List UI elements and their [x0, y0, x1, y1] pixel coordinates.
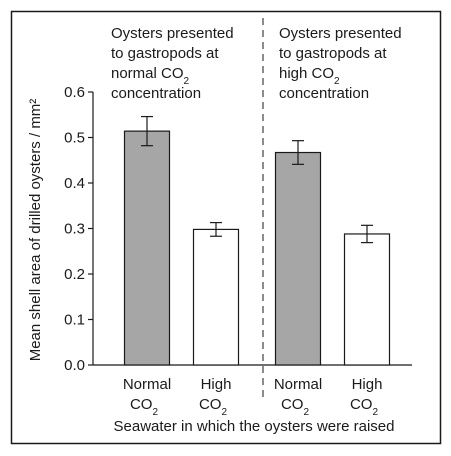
panel-title-line: Oysters presented [279, 25, 402, 42]
panel-title-line: to gastropods at [279, 45, 387, 62]
y-tick-label: 0.4 [64, 175, 85, 192]
y-tick-label: 0.3 [64, 221, 85, 238]
bar [123, 130, 171, 366]
panel-titles: Oysters presented to gastropods at normal … [111, 25, 402, 102]
y-axis-label: Mean shell area of drilled oysters / mm² [27, 99, 44, 362]
x-tick-label-sub: CO2 [281, 396, 310, 418]
y-tick-label: 0.5 [64, 130, 85, 147]
y-tick-label: 0.2 [64, 266, 85, 283]
panel-title-line: high CO2 [279, 65, 340, 87]
panel-title-line: to gastropods at [111, 45, 219, 62]
bar [343, 233, 391, 366]
x-tick-label-sub: CO2 [130, 396, 159, 418]
x-tick-label: Normal [274, 376, 322, 393]
panel-title-line: Oysters presented [111, 25, 234, 42]
panel-title-line: normal CO2 [111, 65, 190, 87]
x-tick-labels: Normal CO2 High CO2 Normal CO2 High CO2 [123, 376, 383, 418]
y-tick-label: 0.0 [64, 357, 85, 374]
bars [123, 115, 391, 366]
y-tick-label: 0.1 [64, 312, 85, 329]
figure-border [10, 10, 442, 445]
x-axis-label: Seawater in which the oysters were raise… [114, 418, 395, 435]
y-tick-label: 0.6 [64, 84, 85, 101]
x-tick-label-sub: CO2 [350, 396, 379, 418]
bar [274, 151, 322, 366]
panel-title-line: concentration [279, 85, 369, 102]
x-tick-label: Normal [123, 376, 171, 393]
panel-title-line: concentration [111, 85, 201, 102]
x-tick-label: High [352, 376, 383, 393]
x-tick-label-sub: CO2 [199, 396, 228, 418]
bar [192, 228, 240, 366]
y-axis: 0.0 0.1 0.2 0.3 0.4 0.5 0.6 [64, 84, 94, 374]
x-tick-label: High [201, 376, 232, 393]
